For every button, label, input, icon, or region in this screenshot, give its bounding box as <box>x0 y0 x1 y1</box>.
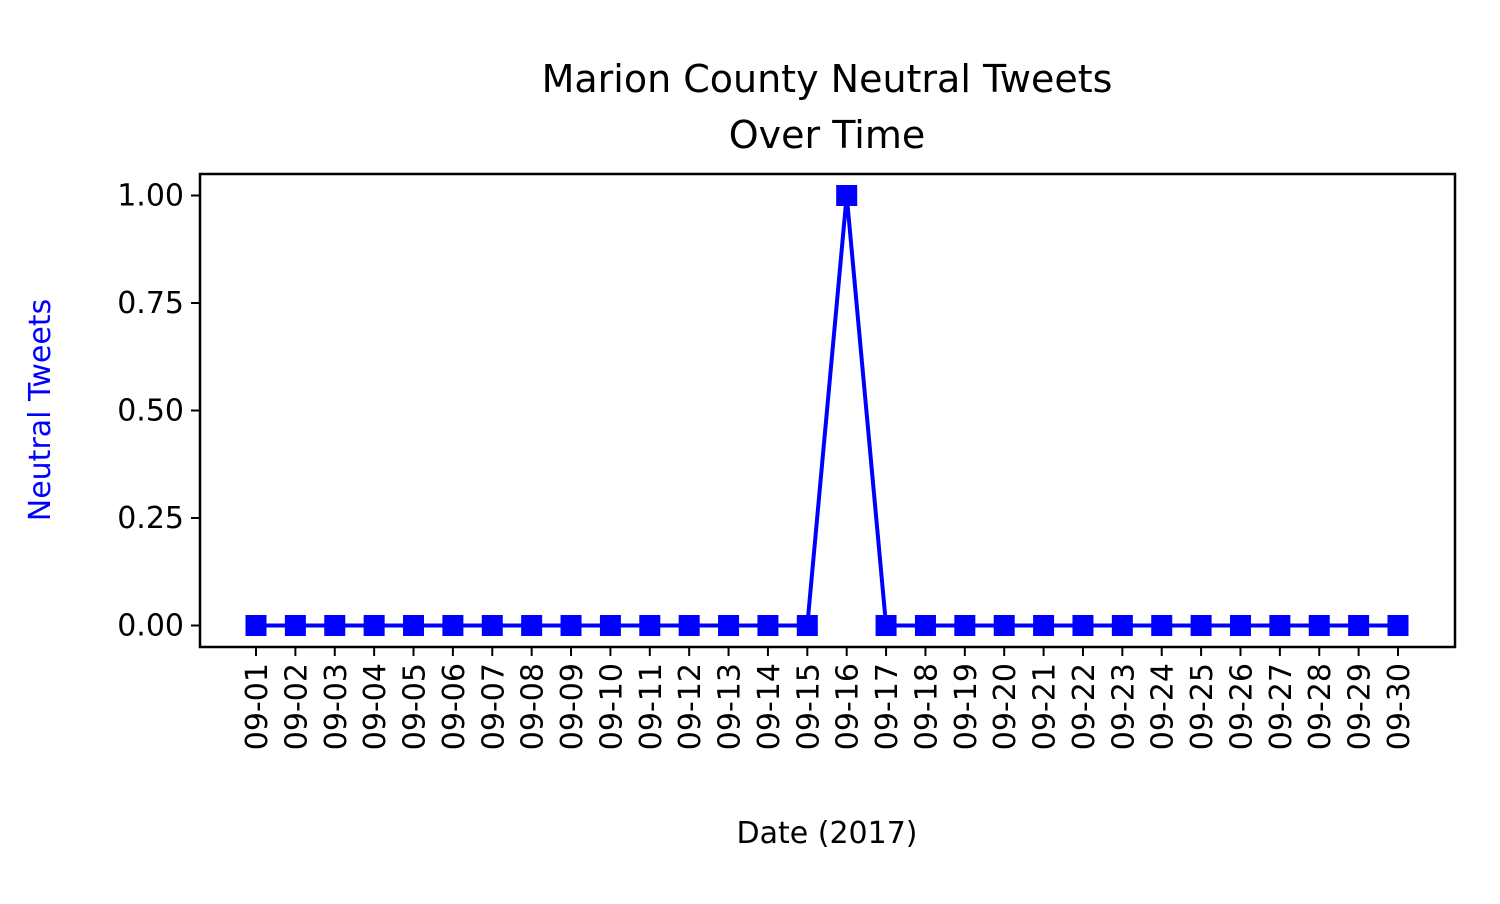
data-point-marker <box>1348 615 1370 636</box>
x-tick-label: 09-15 <box>791 663 826 750</box>
data-point-marker <box>1072 615 1094 636</box>
x-tick-label: 09-25 <box>1185 663 1220 750</box>
x-tick-label: 09-21 <box>1028 663 1063 750</box>
series-line <box>256 195 1398 628</box>
data-point-marker <box>442 615 464 636</box>
data-point-marker <box>796 615 818 636</box>
data-point-marker <box>324 615 346 636</box>
x-tick-label: 09-17 <box>870 663 905 750</box>
data-point-marker <box>718 615 740 636</box>
data-point-marker <box>403 615 425 636</box>
x-tick-label: 09-01 <box>240 663 275 750</box>
data-point-marker <box>1269 615 1291 636</box>
y-tick-label: 0.25 <box>117 501 184 536</box>
data-point-marker <box>1033 615 1055 636</box>
data-point-marker <box>757 615 779 636</box>
data-point-marker <box>363 615 385 636</box>
x-tick-label: 09-24 <box>1146 663 1181 750</box>
x-tick-label: 09-03 <box>319 663 354 750</box>
x-tick-label: 09-07 <box>476 663 511 750</box>
x-tick-label: 09-29 <box>1343 663 1378 750</box>
plot-area: 0.00 0.25 0.50 0.75 1.00 09-01 09-02 09-03 09-04… <box>117 172 1457 750</box>
data-point-marker <box>481 615 503 636</box>
x-tick-label: 09-18 <box>909 663 944 750</box>
data-point-marker <box>1387 615 1409 636</box>
x-tick-label: 09-16 <box>831 663 866 750</box>
data-point-marker <box>954 615 976 636</box>
x-tick-label: 09-11 <box>634 663 669 750</box>
data-point-marker <box>678 615 700 636</box>
y-tick-label: 1.00 <box>117 179 184 214</box>
y-tick-label: 0.50 <box>117 394 184 429</box>
x-tick-label: 09-12 <box>673 663 708 750</box>
data-point-marker <box>284 615 306 636</box>
x-tick-label: 09-14 <box>752 663 787 750</box>
data-point-marker <box>1308 615 1330 636</box>
data-point-marker <box>639 615 661 636</box>
x-tick-label: 09-28 <box>1303 663 1338 750</box>
data-point-marker <box>875 615 897 636</box>
x-tick-label: 09-22 <box>1067 663 1102 750</box>
data-point-marker <box>599 615 621 636</box>
data-point-marker <box>1151 615 1173 636</box>
x-tick-label: 09-08 <box>516 663 551 750</box>
x-tick-label: 09-26 <box>1224 663 1259 750</box>
x-tick-label: 09-06 <box>437 663 472 750</box>
data-point-marker <box>914 615 936 636</box>
y-tick-label: 0.00 <box>117 609 184 644</box>
data-point-marker <box>1111 615 1133 636</box>
data-point-marker <box>1229 615 1251 636</box>
x-tick-label: 09-23 <box>1106 663 1141 750</box>
data-point-marker <box>560 615 582 636</box>
data-point-marker <box>245 615 267 636</box>
x-tick-label: 09-19 <box>949 663 984 750</box>
x-tick-label: 09-30 <box>1382 663 1417 750</box>
x-tick-label: 09-05 <box>398 663 433 750</box>
x-tick-label: 09-04 <box>358 663 393 750</box>
chart-title-line-1: Marion County Neutral Tweets <box>542 57 1113 101</box>
x-axis-label: Date (2017) <box>737 816 918 851</box>
x-tick-label: 09-10 <box>594 663 629 750</box>
x-tick-label: 09-20 <box>988 663 1023 750</box>
y-axis-label: Neutral Tweets <box>23 299 58 521</box>
x-tick-label: 09-27 <box>1264 663 1299 750</box>
y-tick-label: 0.75 <box>117 286 184 321</box>
data-point-marker <box>1190 615 1212 636</box>
data-point-marker <box>993 615 1015 636</box>
x-tick-label: 09-02 <box>279 663 314 750</box>
chart-title-line-2: Over Time <box>729 113 925 157</box>
data-point-marker <box>836 185 858 206</box>
data-point-marker <box>521 615 543 636</box>
x-tick-label: 09-09 <box>555 663 590 750</box>
x-tick-label: 09-13 <box>713 663 748 750</box>
